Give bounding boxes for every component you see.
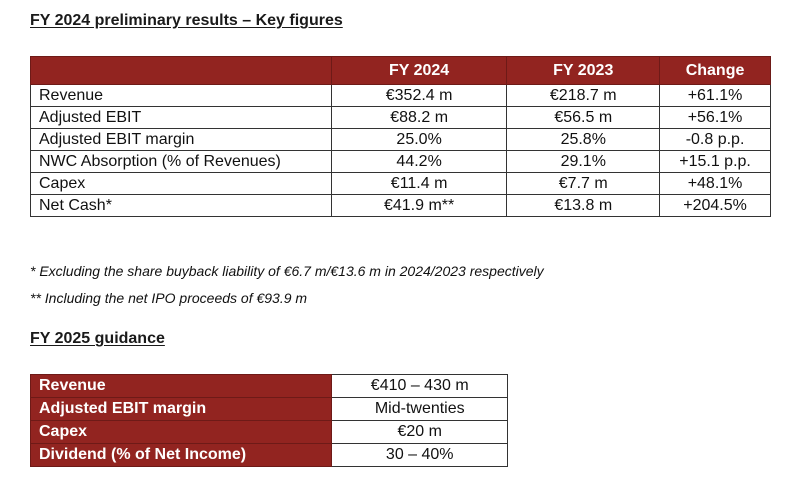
table-row: Capex €11.4 m €7.7 m +48.1% [30, 172, 771, 195]
guidance-row: Capex €20 m [29, 420, 508, 444]
fy2023-value: €13.8 m [506, 194, 661, 217]
guidance-row: Adjusted EBIT margin Mid-twenties [29, 397, 508, 421]
row-label: NWC Absorption (% of Revenues) [30, 150, 332, 173]
fy2023-value: €7.7 m [506, 172, 661, 195]
table-row: Adjusted EBIT €88.2 m €56.5 m +56.1% [30, 106, 771, 129]
fy2023-value: €56.5 m [506, 106, 661, 129]
table-row: Net Cash* €41.9 m** €13.8 m +204.5% [30, 194, 771, 217]
fy2024-value: €352.4 m [330, 84, 508, 107]
guidance-value: €20 m [331, 420, 508, 444]
fy2023-value: 29.1% [506, 150, 661, 173]
header-cell-metric [30, 56, 332, 85]
fy2024-value: 25.0% [330, 128, 508, 151]
fy2024-value: €41.9 m** [330, 194, 508, 217]
guidance-label: Dividend (% of Net Income) [29, 443, 333, 467]
fy2023-value: 25.8% [506, 128, 661, 151]
change-value: +48.1% [659, 172, 771, 195]
change-value: -0.8 p.p. [659, 128, 771, 151]
table-row: Adjusted EBIT margin 25.0% 25.8% -0.8 p.… [30, 128, 771, 151]
guidance-heading: FY 2025 guidance [30, 330, 165, 347]
change-value: +61.1% [659, 84, 771, 107]
fy2024-value: €11.4 m [330, 172, 508, 195]
header-cell-change: Change [659, 56, 771, 85]
row-label: Net Cash* [30, 194, 332, 217]
fy2023-value: €218.7 m [506, 84, 661, 107]
table-row: Revenue €352.4 m €218.7 m +61.1% [30, 84, 771, 107]
row-label: Adjusted EBIT [30, 106, 332, 129]
row-label: Adjusted EBIT margin [30, 128, 332, 151]
key-figures-table: FY 2024 FY 2023 Change Revenue €352.4 m … [30, 56, 771, 217]
guidance-value: €410 – 430 m [331, 374, 508, 398]
guidance-label: Capex [29, 420, 333, 444]
table-header-row: FY 2024 FY 2023 Change [30, 56, 771, 85]
guidance-label: Adjusted EBIT margin [29, 397, 333, 421]
fy2024-value: 44.2% [330, 150, 508, 173]
guidance-label: Revenue [29, 374, 333, 398]
footnote-ipo-proceeds: ** Including the net IPO proceeds of €93… [30, 290, 308, 306]
row-label: Capex [30, 172, 332, 195]
change-value: +204.5% [659, 194, 771, 217]
change-value: +56.1% [659, 106, 771, 129]
row-label: Revenue [30, 84, 332, 107]
table-row: NWC Absorption (% of Revenues) 44.2% 29.… [30, 150, 771, 173]
guidance-value: Mid-twenties [331, 397, 508, 421]
guidance-value: 30 – 40% [331, 443, 508, 467]
guidance-row: Dividend (% of Net Income) 30 – 40% [29, 443, 508, 467]
header-cell-fy2024: FY 2024 [330, 56, 508, 85]
footnote-share-buyback: * Excluding the share buyback liability … [30, 263, 544, 279]
results-heading: FY 2024 preliminary results – Key figure… [30, 12, 343, 29]
header-cell-fy2023: FY 2023 [506, 56, 661, 85]
guidance-table: Revenue €410 – 430 m Adjusted EBIT margi… [29, 374, 508, 467]
guidance-row: Revenue €410 – 430 m [29, 374, 508, 398]
fy2024-value: €88.2 m [330, 106, 508, 129]
change-value: +15.1 p.p. [659, 150, 771, 173]
